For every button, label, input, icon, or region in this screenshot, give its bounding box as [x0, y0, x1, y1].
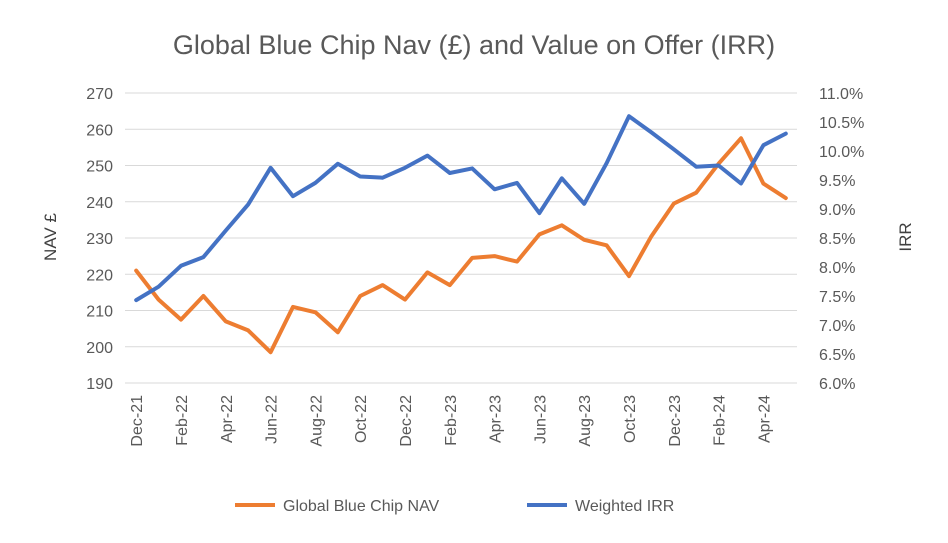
x-tick-label: Jun-23: [532, 395, 549, 444]
right-axis-ticks: 6.0% 6.5% 7.0% 7.5% 8.0% 8.5% 9.0% 9.5% 10.0% 10.…: [819, 86, 864, 393]
x-axis-ticks: Dec-21 Feb-22 Apr-22 Jun-22 Aug-22 Oct-22 Dec-…: [129, 395, 773, 447]
right-tick-label: 7.0%: [819, 318, 855, 335]
left-axis-ticks: 190 200 210 220 230 240 250 260 270: [86, 86, 113, 393]
left-tick-label: 190: [86, 376, 113, 393]
left-tick-label: 230: [86, 231, 113, 248]
left-tick-label: 200: [86, 340, 113, 357]
right-tick-label: 8.5%: [819, 231, 855, 248]
x-tick-label: Oct-22: [353, 395, 370, 443]
x-tick-label: Apr-22: [219, 395, 236, 443]
x-tick-label: Aug-23: [577, 395, 594, 447]
right-tick-label: 10.0%: [819, 144, 864, 161]
right-tick-label: 8.0%: [819, 260, 855, 277]
legend: Global Blue Chip NAV Weighted IRR: [235, 498, 674, 515]
x-tick-label: Aug-22: [308, 395, 325, 447]
left-tick-label: 220: [86, 267, 113, 284]
right-tick-label: 9.5%: [819, 173, 855, 190]
right-axis-title: IRR: [896, 222, 915, 251]
legend-label-nav: Global Blue Chip NAV: [283, 498, 440, 515]
left-tick-label: 260: [86, 122, 113, 139]
chart-title: Global Blue Chip Nav (£) and Value on Of…: [173, 30, 775, 60]
irr-series-line: [134, 114, 788, 303]
x-tick-label: Apr-24: [756, 395, 773, 443]
x-tick-label: Apr-23: [488, 395, 505, 443]
grid-lines: [125, 92, 797, 384]
x-tick-label: Dec-23: [667, 395, 684, 447]
left-tick-label: 210: [86, 304, 113, 321]
x-tick-label: Dec-21: [129, 395, 146, 447]
nav-series-line: [134, 136, 788, 355]
x-tick-label: Feb-24: [712, 395, 729, 446]
left-axis-title: NAV £: [41, 213, 60, 261]
left-tick-label: 250: [86, 159, 113, 176]
right-tick-label: 6.0%: [819, 376, 855, 393]
right-tick-label: 9.0%: [819, 202, 855, 219]
series-lines: [134, 114, 788, 355]
left-tick-label: 270: [86, 86, 113, 103]
legend-label-irr: Weighted IRR: [575, 498, 674, 515]
x-tick-label: Dec-22: [398, 395, 415, 447]
right-tick-label: 7.5%: [819, 289, 855, 306]
left-tick-label: 240: [86, 195, 113, 212]
right-tick-label: 10.5%: [819, 115, 864, 132]
right-tick-label: 6.5%: [819, 347, 855, 364]
x-tick-label: Jun-22: [264, 395, 281, 444]
x-tick-label: Feb-23: [443, 395, 460, 446]
x-tick-label: Feb-22: [174, 395, 191, 446]
x-tick-label: Oct-23: [622, 395, 639, 443]
right-tick-label: 11.0%: [819, 86, 863, 103]
